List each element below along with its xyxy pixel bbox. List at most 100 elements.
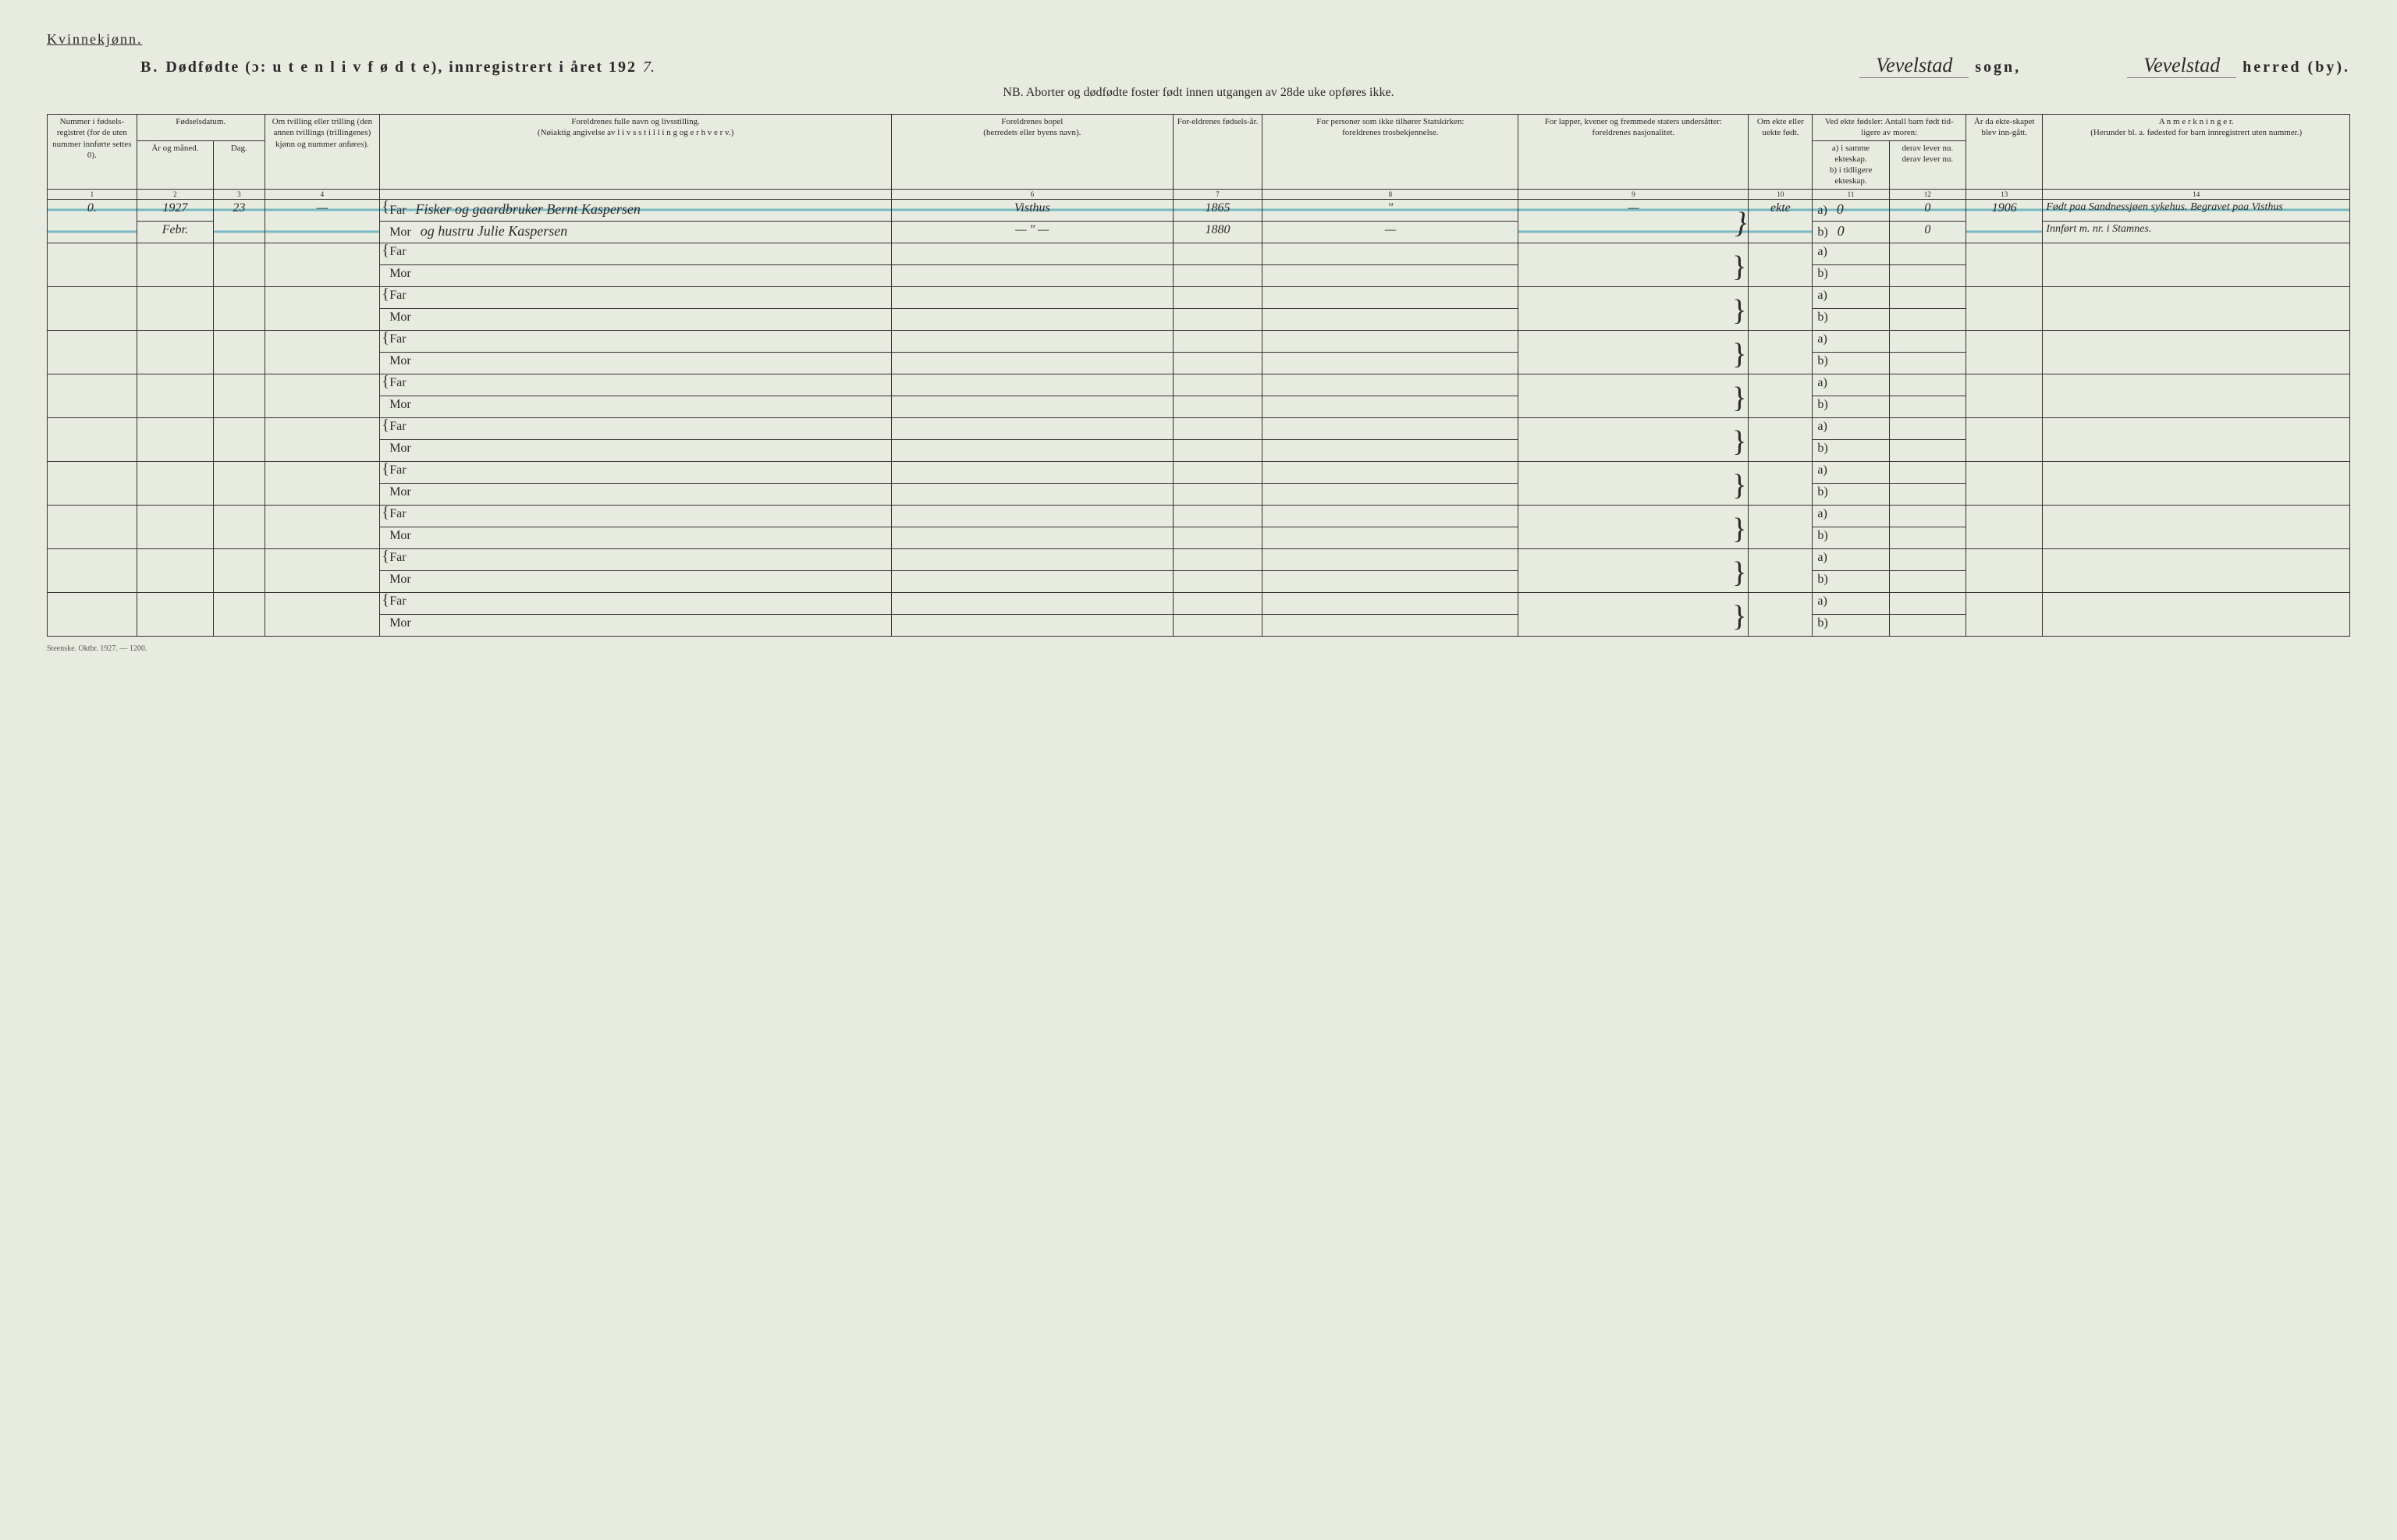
colnum: 9 [1518, 189, 1749, 199]
empty-cell [1173, 286, 1262, 308]
col-14-header: A n m e r k n i n g e r. (Herunder bl. a… [2043, 115, 2350, 190]
empty-cell [1749, 592, 1813, 636]
colnum: 8 [1262, 189, 1518, 199]
col-12-header: derav lever nu. derav lever nu. [1889, 140, 1966, 189]
empty-cell [1173, 527, 1262, 548]
colnum: 6 [891, 189, 1173, 199]
ab-a: a) [1813, 243, 1889, 264]
register-page: Kvinnekjønn. B. Dødfødte (ɔ: u t e n l i… [47, 31, 2350, 653]
empty-cell [265, 548, 380, 592]
entry-num: 0. [48, 199, 137, 243]
empty-cell [1889, 439, 1966, 461]
empty-cell [48, 548, 137, 592]
empty-cell [1173, 374, 1262, 396]
far-name: Fisker og gaardbruker Bernt Kaspersen [416, 201, 641, 217]
empty-cell [48, 417, 137, 461]
empty-cell [1262, 548, 1518, 570]
col-2-header-top: Fødselsdatum. [137, 115, 265, 141]
empty-cell [137, 374, 213, 417]
empty-cell [2043, 286, 2350, 330]
table-head: Nummer i fødsels-registret (for de uten … [48, 115, 2350, 200]
empty-cell [1173, 352, 1262, 374]
empty-cell [1889, 614, 1966, 636]
empty-cell [214, 243, 265, 286]
ab-b: b) [1813, 264, 1889, 286]
empty-cell [1262, 417, 1518, 439]
empty-cell [891, 396, 1173, 417]
empty-cell [1173, 461, 1262, 483]
empty-cell [214, 417, 265, 461]
empty-cell [891, 286, 1173, 308]
empty-cell [1518, 286, 1749, 330]
empty-cell [2043, 461, 2350, 505]
empty-cell [891, 243, 1173, 264]
table-row: Far a) [48, 548, 2350, 570]
empty-cell [265, 330, 380, 374]
empty-cell [1749, 330, 1813, 374]
empty-cell [1173, 505, 1262, 527]
empty-cell [1889, 352, 1966, 374]
empty-cell [48, 592, 137, 636]
far-cell: Far [380, 548, 892, 570]
entry-month: Febr. [137, 221, 213, 243]
far-cell: Far [380, 330, 892, 352]
year-suffix: 7. [643, 59, 655, 76]
empty-cell [1262, 330, 1518, 352]
ab-a: a) 0 [1813, 199, 1889, 221]
empty-cell [891, 570, 1173, 592]
empty-cell [1889, 527, 1966, 548]
ab-b: b) 0 [1813, 221, 1889, 243]
colnum: 2 [137, 189, 213, 199]
empty-cell [1518, 417, 1749, 461]
empty-cell [48, 243, 137, 286]
ab-a: a) [1813, 417, 1889, 439]
empty-cell [1966, 243, 2043, 286]
ab-b: b) [1813, 483, 1889, 505]
tros-far: " [1262, 199, 1518, 221]
empty-cell [1173, 243, 1262, 264]
far-label: Far [389, 204, 406, 217]
entry-day: 23 [214, 199, 265, 243]
empty-cell [1749, 374, 1813, 417]
table-row: Far a) [48, 417, 2350, 439]
empty-cell [891, 417, 1173, 439]
empty-cell [1262, 483, 1518, 505]
nb-line: NB. Aborter og dødfødte foster født inne… [47, 86, 2350, 100]
empty-cell [2043, 548, 2350, 592]
empty-cell [1518, 592, 1749, 636]
col-5-header: Foreldrenes fulle navn og livsstilling. … [380, 115, 892, 190]
ab-b: b) [1813, 352, 1889, 374]
empty-cell [891, 352, 1173, 374]
empty-cell [265, 417, 380, 461]
anm-bot: Innført m. nr. i Stamnes. [2043, 221, 2350, 243]
col-7-header: For-eldrenes fødsels-år. [1173, 115, 1262, 190]
table-row: Far a) [48, 374, 2350, 396]
mor-cell: Mor [380, 483, 892, 505]
empty-cell [891, 505, 1173, 527]
empty-cell [137, 461, 213, 505]
empty-cell [1966, 286, 2043, 330]
empty-cell [1262, 396, 1518, 417]
empty-cell [2043, 417, 2350, 461]
mor-cell: Mor [380, 614, 892, 636]
empty-cell [1173, 483, 1262, 505]
colnum: 1 [48, 189, 137, 199]
empty-cell [214, 330, 265, 374]
ekte: ekte [1749, 199, 1813, 243]
colnum: 14 [2043, 189, 2350, 199]
col-4-header: Om tvilling eller trilling (den annen tv… [265, 115, 380, 190]
ab-a: a) [1813, 374, 1889, 396]
header-prefix: B. [140, 59, 159, 76]
empty-cell [1173, 308, 1262, 330]
empty-cell [1518, 461, 1749, 505]
table-row: Far a) [48, 505, 2350, 527]
empty-cell [891, 483, 1173, 505]
empty-cell [1889, 308, 1966, 330]
empty-cell [1262, 374, 1518, 396]
tros-mor: — [1262, 221, 1518, 243]
footer-imprint: Steenske. Oktbr. 1927. — 1200. [47, 644, 2350, 653]
colnum: 4 [265, 189, 380, 199]
far-cell: Far [380, 286, 892, 308]
ab-b: b) [1813, 614, 1889, 636]
empty-cell [265, 286, 380, 330]
